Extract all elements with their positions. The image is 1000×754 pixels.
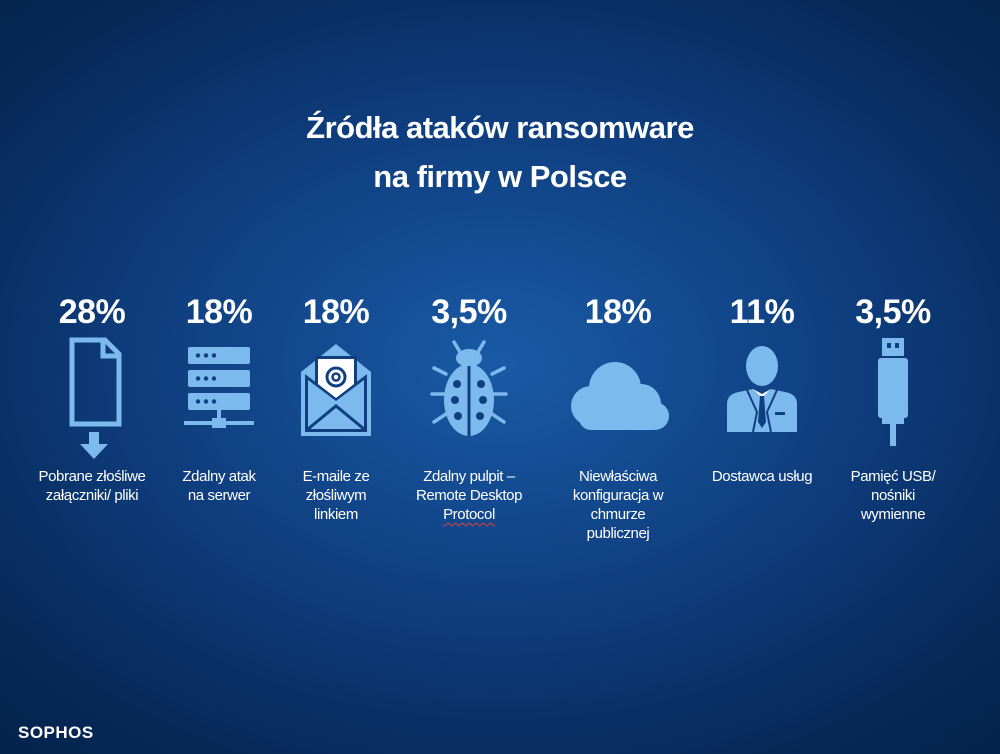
stat-value: 11% — [729, 293, 795, 331]
stat-label: Dostawca usług — [711, 468, 813, 485]
stat-email: 18% E-maile ze złośliwym linkiem — [256, 292, 416, 524]
title-line-2: na firmy w Polsce — [373, 159, 627, 194]
page-title: Źródła ataków ransomware na firmy w Pols… — [0, 103, 1000, 201]
stat-value: 18% — [302, 293, 370, 331]
email-at-icon — [301, 344, 371, 436]
stat-label: Zdalny pulpit – Remote Desktop Protocol — [415, 468, 523, 523]
stat-cloud: 18% Niewłaściwa konfiguracja w chmurze p… — [538, 292, 698, 543]
stat-rdp: 3,5% Zdalny pulpit – Remote Desktop Prot… — [389, 292, 549, 524]
stat-label: Pobrane złośliwe załączniki/ pliki — [38, 468, 146, 504]
stat-value: 18% — [584, 293, 652, 331]
stat-label: Niewłaściwa konfiguracja w chmurze publi… — [572, 468, 664, 542]
bug-icon — [430, 340, 508, 436]
server-icon — [184, 347, 254, 428]
stat-label: Zdalny atak na serwer — [182, 468, 256, 504]
document-download-icon — [69, 337, 122, 459]
stat-provider: 11% Dostawca usług — [682, 292, 842, 486]
title-line-1: Źródła ataków ransomware — [306, 110, 694, 145]
stat-label: E-maile ze złośliwym linkiem — [302, 468, 370, 523]
sophos-logo: SOPHOS — [18, 723, 94, 742]
stat-label: Pamięć USB/ nośniki wymienne — [850, 468, 936, 523]
stat-server: 18% Zdalny atak na serwer — [139, 292, 299, 505]
person-icon — [727, 346, 797, 433]
stat-value: 28% — [58, 293, 126, 331]
stat-value: 3,5% — [431, 293, 507, 331]
usb-icon — [878, 338, 908, 446]
stat-value: 3,5% — [855, 293, 931, 331]
stat-attachments: 28% Pobrane złośliwe załączniki/ pliki — [12, 292, 172, 505]
stat-value: 18% — [185, 293, 253, 331]
cloud-icon — [571, 362, 669, 430]
stat-usb: 3,5% Pamięć USB/ nośniki wymienne — [813, 292, 973, 524]
